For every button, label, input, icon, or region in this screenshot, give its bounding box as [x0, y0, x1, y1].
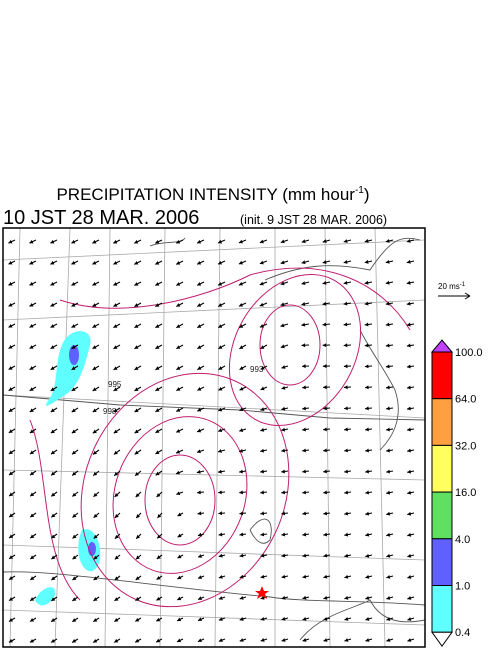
colorbar-bottom — [432, 632, 452, 646]
colorbar-swatch — [432, 352, 452, 399]
contour-label: 993 — [250, 365, 264, 374]
title-close: ) — [364, 185, 370, 204]
colorbar: 100.0 64.0 32.0 16.0 4.0 1.0 0.4 — [432, 340, 483, 646]
wind-scale-sup: -1 — [460, 282, 466, 288]
colorbar-label: 0.4 — [455, 627, 470, 639]
wind-scale-text: 20 ms — [438, 282, 460, 291]
colorbar-label: 32.0 — [455, 440, 476, 452]
colorbar-swatch — [432, 445, 452, 492]
colorbar-swatch — [432, 399, 452, 446]
colorbar-swatch — [432, 586, 452, 633]
colorbar-swatch — [432, 539, 452, 586]
init-time: (init. 9 JST 28 MAR. 2006) — [240, 213, 387, 227]
title: PRECIPITATION INTENSITY (mm hour-1) — [56, 185, 369, 204]
colorbar-swatch — [432, 492, 452, 539]
colorbar-label: 4.0 — [455, 534, 470, 546]
colorbar-label: 1.0 — [455, 581, 470, 593]
colorbar-label: 100.0 — [455, 347, 483, 359]
title-text: PRECIPITATION INTENSITY (mm hour — [56, 185, 355, 204]
colorbar-top — [432, 340, 452, 352]
wind-scale-label: 20 ms-1 — [438, 282, 466, 291]
map: 995 993 998 — [3, 228, 425, 647]
colorbar-label: 64.0 — [455, 394, 476, 406]
colorbar-label: 16.0 — [455, 487, 476, 499]
valid-time: 10 JST 28 MAR. 2006 — [3, 207, 199, 229]
wind-scale-arrow — [438, 293, 470, 299]
map-bg — [3, 228, 425, 647]
